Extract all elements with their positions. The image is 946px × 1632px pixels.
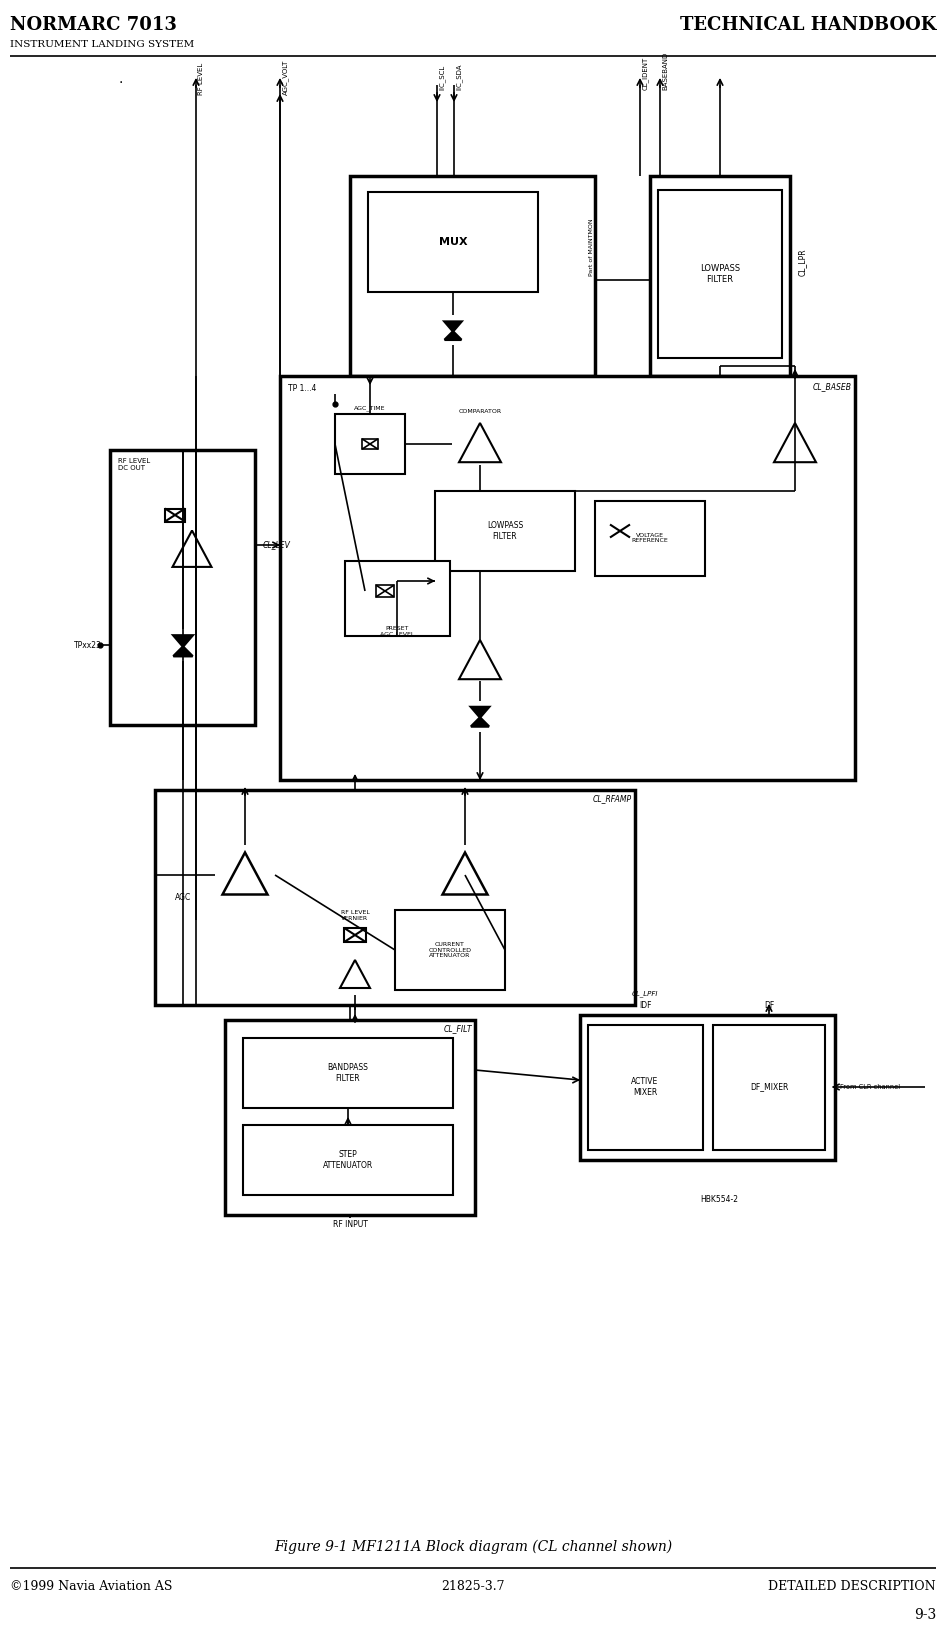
Bar	[165, 509, 185, 522]
Text: DETAILED DESCRIPTION: DETAILED DESCRIPTION	[768, 1580, 936, 1593]
Polygon shape	[173, 646, 193, 656]
Bar	[595, 501, 705, 576]
Text: RF LEVEL
DC OUT: RF LEVEL DC OUT	[118, 459, 150, 472]
Polygon shape	[445, 331, 462, 339]
Text: LOWPASS
FILTER: LOWPASS FILTER	[700, 264, 740, 284]
Text: CL_BASEB: CL_BASEB	[813, 382, 852, 392]
Text: Part of MAINTMON: Part of MAINTMON	[588, 219, 593, 276]
Bar	[243, 1124, 453, 1195]
Bar	[580, 1015, 835, 1160]
Bar	[110, 450, 255, 725]
Text: DF: DF	[763, 1000, 774, 1010]
Text: IIC_SDA: IIC_SDA	[456, 64, 463, 90]
Bar	[335, 415, 405, 473]
Bar	[588, 1025, 703, 1151]
Bar	[395, 911, 505, 991]
Text: COMPARATOR: COMPARATOR	[459, 410, 501, 415]
Polygon shape	[471, 718, 489, 726]
Polygon shape	[471, 707, 489, 718]
Bar	[376, 586, 394, 597]
Text: PRESET
AGC LEVEL: PRESET AGC LEVEL	[379, 627, 414, 636]
Text: 9-3: 9-3	[914, 1608, 936, 1622]
Text: ACTIVE
MIXER: ACTIVE MIXER	[631, 1077, 658, 1097]
Text: VOLTAGE
REFERENCE: VOLTAGE REFERENCE	[632, 532, 669, 543]
Text: TP 1...4: TP 1...4	[288, 384, 316, 393]
Text: CL_FILT: CL_FILT	[444, 1023, 472, 1033]
Text: BANDPASS
FILTER: BANDPASS FILTER	[327, 1064, 368, 1082]
Text: IDF: IDF	[639, 1000, 651, 1010]
Polygon shape	[445, 322, 462, 331]
Bar	[362, 439, 378, 449]
Text: AGC_VOLT: AGC_VOLT	[282, 60, 289, 95]
Text: IIC_SCL: IIC_SCL	[439, 65, 446, 90]
Bar	[368, 193, 538, 292]
Text: INSTRUMENT LANDING SYSTEM: INSTRUMENT LANDING SYSTEM	[10, 41, 194, 49]
Bar	[658, 189, 782, 357]
Text: LOWPASS
FILTER: LOWPASS FILTER	[487, 521, 523, 540]
Text: NORMARC 7013: NORMARC 7013	[10, 16, 177, 34]
Text: RF LEVEL: RF LEVEL	[198, 62, 204, 95]
Bar	[280, 375, 855, 780]
Bar	[155, 790, 635, 1005]
Text: ©1999 Navia Aviation AS: ©1999 Navia Aviation AS	[10, 1580, 172, 1593]
Text: TECHNICAL HANDBOOK: TECHNICAL HANDBOOK	[679, 16, 936, 34]
Text: 21825-3.7: 21825-3.7	[441, 1580, 505, 1593]
Text: CL_IDENT: CL_IDENT	[642, 57, 649, 90]
Bar	[650, 176, 790, 375]
Text: RF INPUT: RF INPUT	[333, 1221, 367, 1229]
Text: HBK554-2: HBK554-2	[700, 1195, 738, 1204]
Bar	[243, 1038, 453, 1108]
Bar	[344, 929, 366, 942]
Text: DF_MIXER: DF_MIXER	[750, 1082, 788, 1092]
Text: Figure 9-1 MF1211A Block diagram (CL channel shown): Figure 9-1 MF1211A Block diagram (CL cha…	[274, 1541, 672, 1554]
Text: STEP
ATTENUATOR: STEP ATTENUATOR	[323, 1151, 373, 1170]
Bar	[225, 1020, 475, 1214]
Polygon shape	[173, 635, 193, 646]
Text: CL_LPFI: CL_LPFI	[632, 991, 658, 997]
Text: RF LEVEL
VERNIER: RF LEVEL VERNIER	[341, 911, 370, 920]
Text: CL_LPR: CL_LPR	[797, 248, 807, 276]
Text: From CLR channel: From CLR channel	[840, 1084, 901, 1090]
Text: AGC_TIME: AGC_TIME	[354, 405, 386, 411]
Bar	[610, 524, 630, 537]
Text: MUX: MUX	[439, 237, 467, 246]
Text: AGC: AGC	[175, 893, 191, 901]
Text: CL_RFAMP: CL_RFAMP	[593, 795, 632, 803]
Text: .: .	[118, 72, 122, 86]
Bar	[345, 561, 450, 636]
Text: TPxx23: TPxx23	[74, 640, 102, 650]
Text: CURRENT
CONTROLLED
ATTENUATOR: CURRENT CONTROLLED ATTENUATOR	[429, 942, 471, 958]
Bar	[713, 1025, 825, 1151]
Text: BASEBAND: BASEBAND	[662, 52, 668, 90]
Bar	[350, 176, 595, 375]
Text: CL_LEV: CL_LEV	[263, 540, 290, 550]
Bar	[435, 491, 575, 571]
